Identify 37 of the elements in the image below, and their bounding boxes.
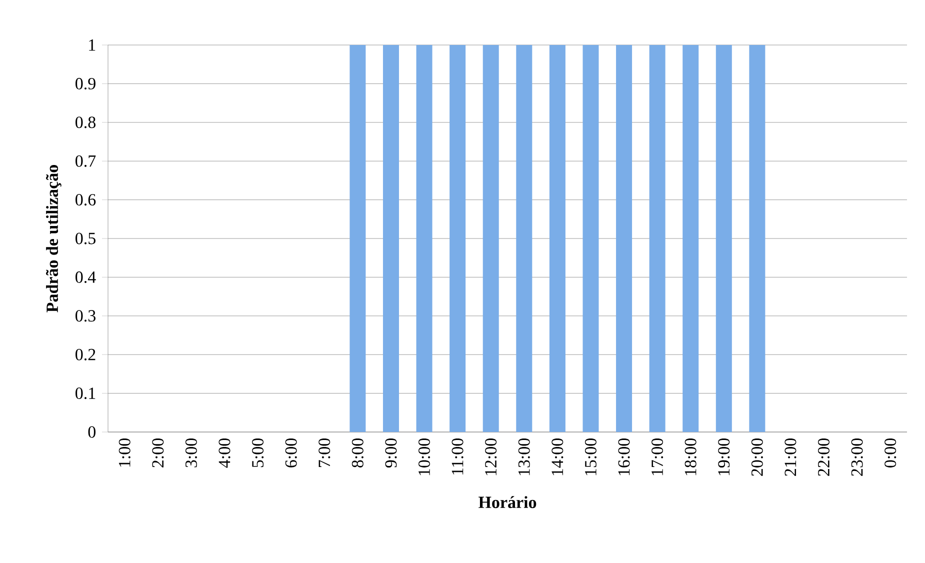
x-tick-label: 14:00 <box>552 438 564 476</box>
x-tick-label: 0:00 <box>884 438 896 468</box>
x-tick-label: 3:00 <box>185 438 197 468</box>
x-tick-label: 11:00 <box>452 438 464 474</box>
x-tick-label: 5:00 <box>252 438 264 468</box>
y-tick-label: 0.1 <box>76 388 96 400</box>
y-tick-label: 0.3 <box>76 310 96 322</box>
x-tick-label: 12:00 <box>485 438 497 476</box>
y-tick-label: 1 <box>89 39 96 51</box>
x-tick-label: 16:00 <box>618 438 630 476</box>
y-tick-label: 0.4 <box>76 271 96 283</box>
x-tick-label: 19:00 <box>718 438 730 476</box>
y-tick-label: 0.7 <box>76 155 96 167</box>
x-tick-label: 6:00 <box>285 438 297 468</box>
x-tick-label: 9:00 <box>385 438 397 468</box>
x-axis-title: Horário <box>478 496 536 508</box>
x-tick-label: 15:00 <box>584 438 597 476</box>
x-tick-label: 13:00 <box>518 438 530 476</box>
y-axis-title: Padrão de utilização <box>46 165 62 312</box>
x-tick-label: 4:00 <box>218 438 230 468</box>
y-tick-label: 0.8 <box>76 116 96 128</box>
x-tick-label: 18:00 <box>684 438 696 476</box>
x-tick-label: 23:00 <box>851 438 863 476</box>
x-tick-label: 2:00 <box>152 438 164 468</box>
x-tick-label: 8:00 <box>352 438 364 468</box>
x-tick-label: 1:00 <box>118 438 130 467</box>
y-tick-label: 0 <box>88 426 96 438</box>
y-tick-label: 0.5 <box>76 232 96 244</box>
y-tick-label: 0.2 <box>76 348 96 360</box>
y-tick-label: 0.9 <box>76 78 96 90</box>
x-tick-label: 21:00 <box>784 438 796 476</box>
x-tick-label: 10:00 <box>418 438 430 476</box>
x-tick-label: 17:00 <box>652 438 664 476</box>
x-tick-label: 22:00 <box>818 438 830 476</box>
x-tick-label: 20:00 <box>751 438 763 476</box>
y-tick-label: 0.6 <box>76 194 96 206</box>
x-tick-label: 7:00 <box>318 438 330 467</box>
